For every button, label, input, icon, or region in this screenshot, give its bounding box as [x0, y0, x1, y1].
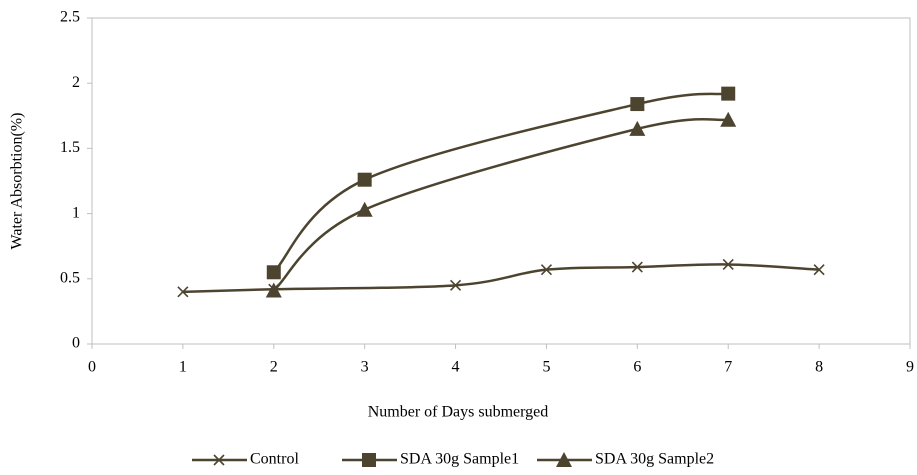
data-point — [356, 201, 373, 217]
x-tick-label: 7 — [724, 359, 732, 376]
data-point — [177, 286, 189, 298]
legend-label: SDA 30g Sample1 — [400, 451, 519, 468]
data-point — [266, 265, 281, 280]
plot-frame — [91, 17, 911, 345]
x-tick-label: 6 — [633, 359, 641, 376]
y-tick-label: 2.5 — [60, 9, 80, 26]
data-point — [722, 258, 734, 271]
data-point — [721, 86, 736, 101]
data-point — [630, 97, 645, 112]
data-point — [449, 279, 462, 291]
x-tick-label: 4 — [452, 359, 460, 376]
series-line — [272, 117, 729, 292]
data-point — [357, 172, 372, 187]
series-line — [272, 92, 729, 274]
y-tick-label: 0.5 — [60, 269, 80, 286]
y-tick-label: 1 — [72, 204, 80, 221]
legend-label: Control — [250, 451, 299, 468]
data-point — [720, 111, 737, 127]
x-tick-label: 1 — [179, 359, 187, 376]
legend-marker — [362, 453, 376, 467]
x-tick-label: 9 — [906, 359, 914, 376]
data-point — [629, 120, 646, 136]
x-tick-label: 2 — [270, 359, 278, 376]
x-tick-label: 5 — [542, 359, 550, 376]
y-tick-label: 1.5 — [60, 139, 80, 156]
x-tick-label: 8 — [815, 359, 823, 376]
y-tick-label: 0 — [72, 335, 80, 352]
legend-marker — [213, 454, 225, 466]
y-axis-title: Water Absorbtion(%) — [9, 113, 26, 250]
data-point — [813, 264, 825, 276]
data-point — [540, 264, 553, 276]
x-tick-label: 3 — [361, 359, 369, 376]
legend-label: SDA 30g Sample2 — [595, 451, 714, 468]
x-tick-label: 0 — [88, 359, 96, 376]
legend-marker — [556, 452, 572, 467]
y-tick-label: 2 — [72, 74, 80, 91]
x-axis-title: Number of Days submerged — [368, 404, 549, 421]
data-point — [631, 261, 643, 273]
data-point — [265, 282, 282, 298]
